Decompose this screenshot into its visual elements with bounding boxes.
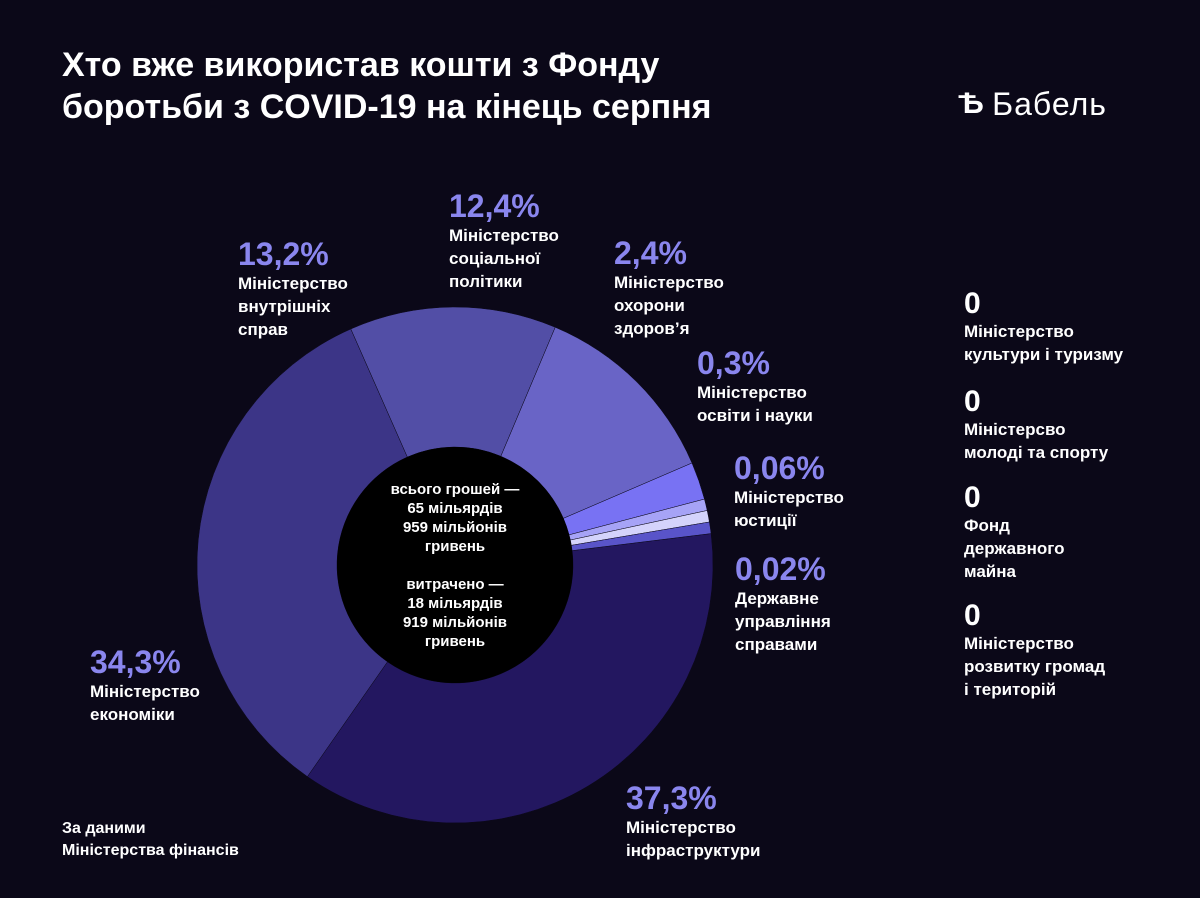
label-health: 2,4% Міністерство охорони здоров’я — [614, 235, 724, 340]
label-percent: 0,02% — [735, 551, 826, 587]
label-justice: 0,06% Міністерство юстиції — [734, 450, 844, 532]
logo-text: Бабель — [992, 86, 1107, 122]
label-percent: 0,06% — [734, 450, 825, 486]
zero-name: Фонд державного майна — [964, 516, 1065, 581]
label-percent: 37,3% — [626, 780, 717, 816]
chart-title: Хто вже використав кошти з Фонду боротьб… — [62, 46, 712, 126]
donut-center-text: всього грошей — 65 мільярдів 959 мільйон… — [340, 480, 570, 651]
zero-item-culture: 0 Міністерство культури і туризму — [964, 288, 1184, 366]
total-money-text: всього грошей — 65 мільярдів 959 мільйон… — [390, 481, 520, 555]
logo-mark-icon: Ѣ — [958, 87, 985, 120]
zero-item-youth-sport: 0 Міністерсво молоді та спорту — [964, 386, 1184, 464]
zero-name: Міністерство культури і туризму — [964, 322, 1124, 364]
label-name: Міністерство освіти і науки — [697, 383, 813, 425]
zero-value: 0 — [964, 287, 981, 320]
zero-name: Міністерсво молоді та спорту — [964, 420, 1109, 462]
label-education: 0,3% Міністерство освіти і науки — [697, 345, 813, 427]
zero-name: Міністерство розвитку громад і територій — [964, 634, 1106, 699]
label-state-affairs: 0,02% Державне управління справами — [735, 551, 831, 656]
donut-hole — [337, 447, 573, 683]
spent-money-text: витрачено — 18 мільярдів 919 мільйонів г… — [402, 576, 508, 650]
zero-value: 0 — [964, 599, 981, 632]
label-percent: 0,3% — [697, 345, 770, 381]
label-social-policy: 12,4% Міністерство соціальної політики — [449, 188, 559, 293]
zero-value: 0 — [964, 385, 981, 418]
zero-item-state-property: 0 Фонд державного майна — [964, 482, 1184, 583]
label-name: Державне управління справами — [735, 589, 831, 654]
label-name: Міністерство охорони здоров’я — [614, 273, 724, 338]
zero-item-communities: 0 Міністерство розвитку громад і територ… — [964, 600, 1184, 701]
source-note: За даними Міністерства фінансів — [62, 820, 239, 859]
label-infrastructure: 37,3% Міністерство інфраструктури — [626, 780, 760, 862]
label-percent: 2,4% — [614, 235, 687, 271]
label-percent: 12,4% — [449, 188, 540, 224]
label-percent: 13,2% — [238, 236, 329, 272]
babel-logo[interactable]: Ѣ Бабель — [958, 84, 1107, 124]
label-name: Міністерство внутрішніх справ — [238, 274, 348, 339]
label-economy: 34,3% Міністерство економіки — [90, 644, 200, 726]
label-name: Міністерство юстиції — [734, 488, 844, 530]
label-internal-affairs: 13,2% Міністерство внутрішніх справ — [238, 236, 348, 341]
zero-value: 0 — [964, 481, 981, 514]
label-percent: 34,3% — [90, 644, 181, 680]
label-name: Міністерство економіки — [90, 682, 200, 724]
label-name: Міністерство інфраструктури — [626, 818, 761, 860]
label-name: Міністерство соціальної політики — [449, 226, 559, 291]
